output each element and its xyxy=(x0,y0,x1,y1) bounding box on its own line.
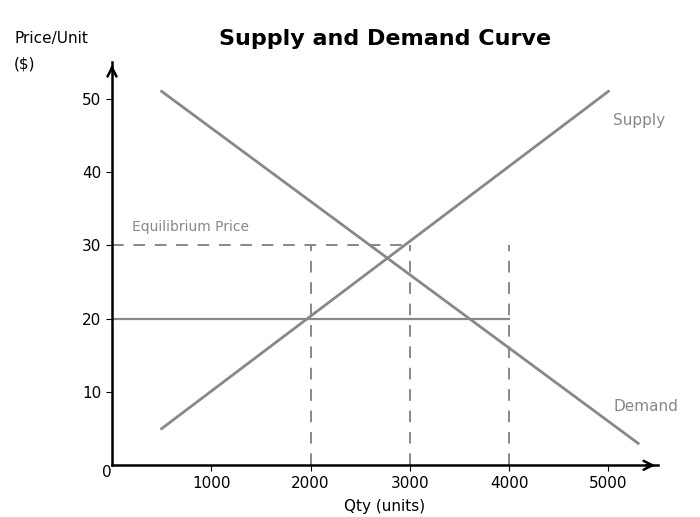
Text: ($): ($) xyxy=(14,57,36,72)
Text: Supply: Supply xyxy=(613,113,666,128)
Text: Equilibrium Price: Equilibrium Price xyxy=(132,220,249,234)
Text: 0: 0 xyxy=(102,465,112,480)
X-axis label: Qty (units): Qty (units) xyxy=(344,499,426,514)
Title: Supply and Demand Curve: Supply and Demand Curve xyxy=(219,29,551,49)
Text: Demand: Demand xyxy=(613,399,678,414)
Text: Price/Unit: Price/Unit xyxy=(14,31,88,46)
